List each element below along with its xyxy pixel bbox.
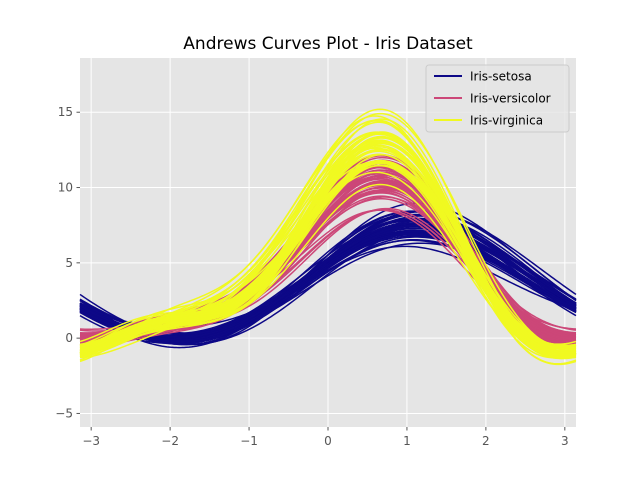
x-tick-label: 2 bbox=[482, 434, 490, 448]
x-tick-label: 0 bbox=[324, 434, 332, 448]
y-tick-label: 15 bbox=[58, 105, 73, 119]
x-tick-label: −1 bbox=[240, 434, 258, 448]
curve-iris-virginica bbox=[79, 140, 577, 350]
legend-label: Iris-versicolor bbox=[470, 92, 551, 106]
legend-label: Iris-virginica bbox=[470, 114, 543, 128]
legend: Iris-setosa Iris-versicolor Iris-virginica bbox=[425, 64, 570, 133]
y-tick-label: 0 bbox=[65, 331, 73, 345]
curve-iris-setosa bbox=[79, 227, 577, 338]
x-tick-label: 3 bbox=[561, 434, 569, 448]
chart-title: Andrews Curves Plot - Iris Dataset bbox=[183, 34, 473, 54]
x-tick-label: 1 bbox=[403, 434, 411, 448]
legend-label: Iris-setosa bbox=[470, 70, 532, 84]
y-tick-label: 10 bbox=[58, 181, 73, 195]
y-tick-label: 5 bbox=[65, 256, 73, 270]
x-axis: −3 −2 −1 0 1 2 3 bbox=[82, 427, 569, 448]
curves bbox=[79, 108, 577, 366]
y-tick-label: −5 bbox=[55, 406, 73, 420]
curve-iris-setosa bbox=[79, 218, 577, 341]
y-axis: −5 0 5 10 15 bbox=[55, 105, 80, 420]
x-tick-label: −3 bbox=[82, 434, 100, 448]
x-tick-label: −2 bbox=[161, 434, 179, 448]
curve-iris-virginica bbox=[79, 159, 577, 350]
curve-iris-virginica bbox=[79, 159, 577, 354]
legend-box bbox=[425, 64, 570, 133]
